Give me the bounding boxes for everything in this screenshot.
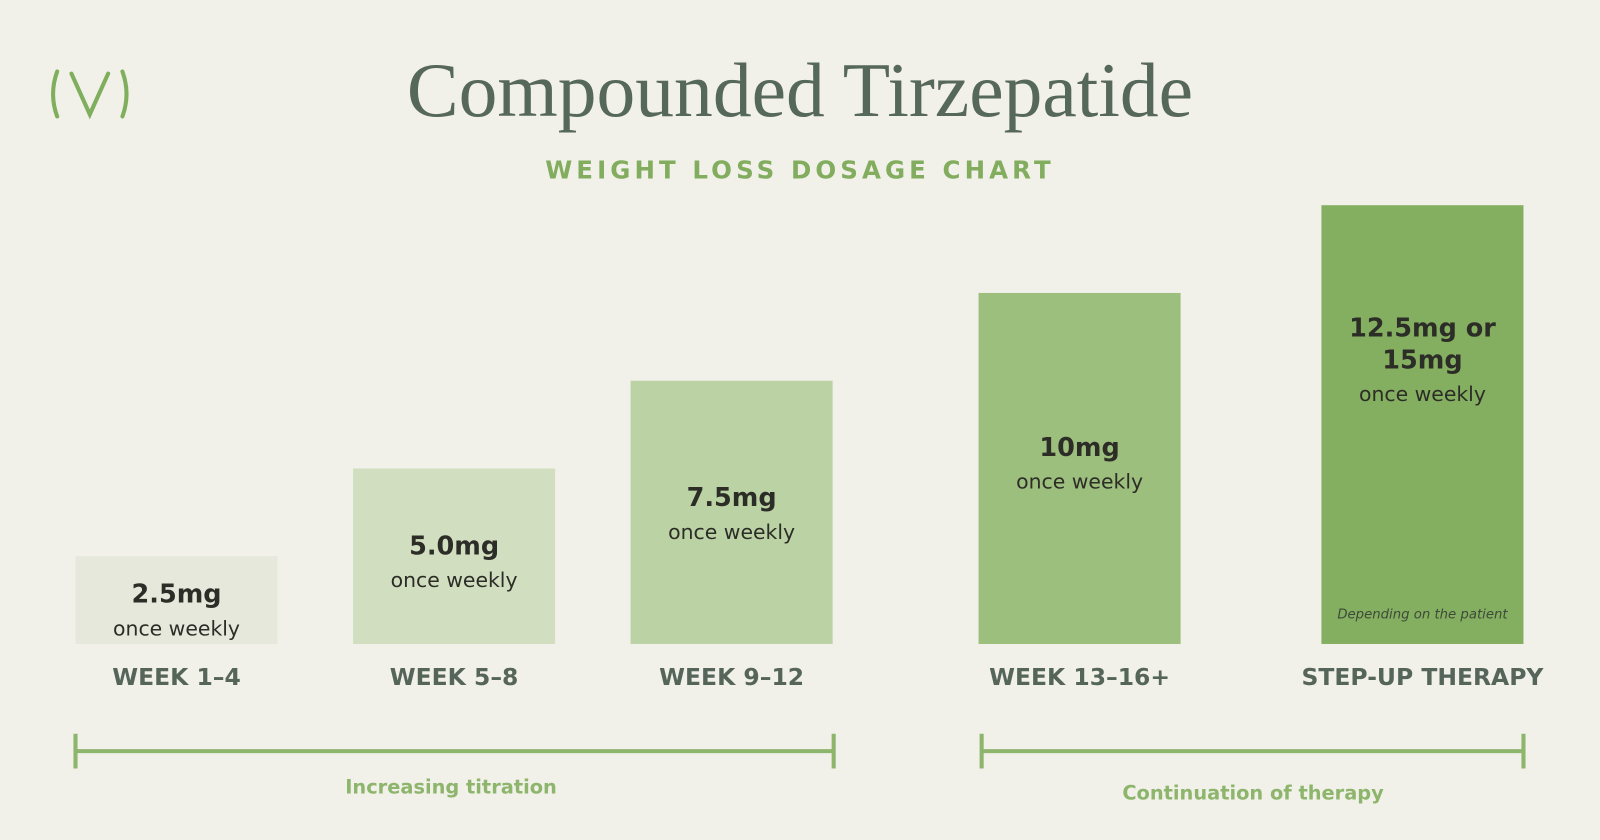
x-tick-label: WEEK 5–8	[390, 663, 519, 691]
dose-frequency: once weekly	[1016, 470, 1143, 494]
bracket: Continuation of therapy	[979, 733, 1526, 804]
logo	[51, 69, 129, 120]
value-label: 5.0mg	[409, 531, 499, 561]
x-tick-label: STEP-UP THERAPY	[1302, 663, 1545, 691]
chart-title: Compounded Tirzepatide	[407, 47, 1193, 133]
bar	[1321, 205, 1524, 644]
bracket: Increasing titration	[73, 733, 836, 798]
bar	[978, 292, 1181, 644]
chart-subtitle: WEIGHT LOSS DOSAGE CHART	[545, 156, 1055, 185]
footnote: Depending on the patient	[1337, 607, 1508, 622]
dose-frequency: once weekly	[113, 616, 240, 640]
bar	[75, 556, 278, 644]
value-label: 10mg	[1039, 433, 1119, 463]
group-label: Continuation of therapy	[1122, 781, 1384, 804]
x-tick-label: WEEK 1–4	[112, 663, 241, 691]
value-label: 7.5mg	[687, 483, 777, 513]
value-label: 12.5mg or 15mg	[1349, 314, 1496, 376]
dose-frequency: once weekly	[668, 520, 795, 544]
value-label: 2.5mg	[132, 580, 222, 610]
bar	[630, 380, 833, 644]
x-tick-label: WEEK 9–12	[659, 663, 804, 691]
x-tick-label: WEEK 13–16+	[989, 663, 1170, 691]
dose-frequency: once weekly	[1359, 382, 1486, 406]
bar	[353, 468, 556, 644]
group-label: Increasing titration	[345, 775, 557, 798]
dose-frequency: once weekly	[391, 568, 518, 592]
